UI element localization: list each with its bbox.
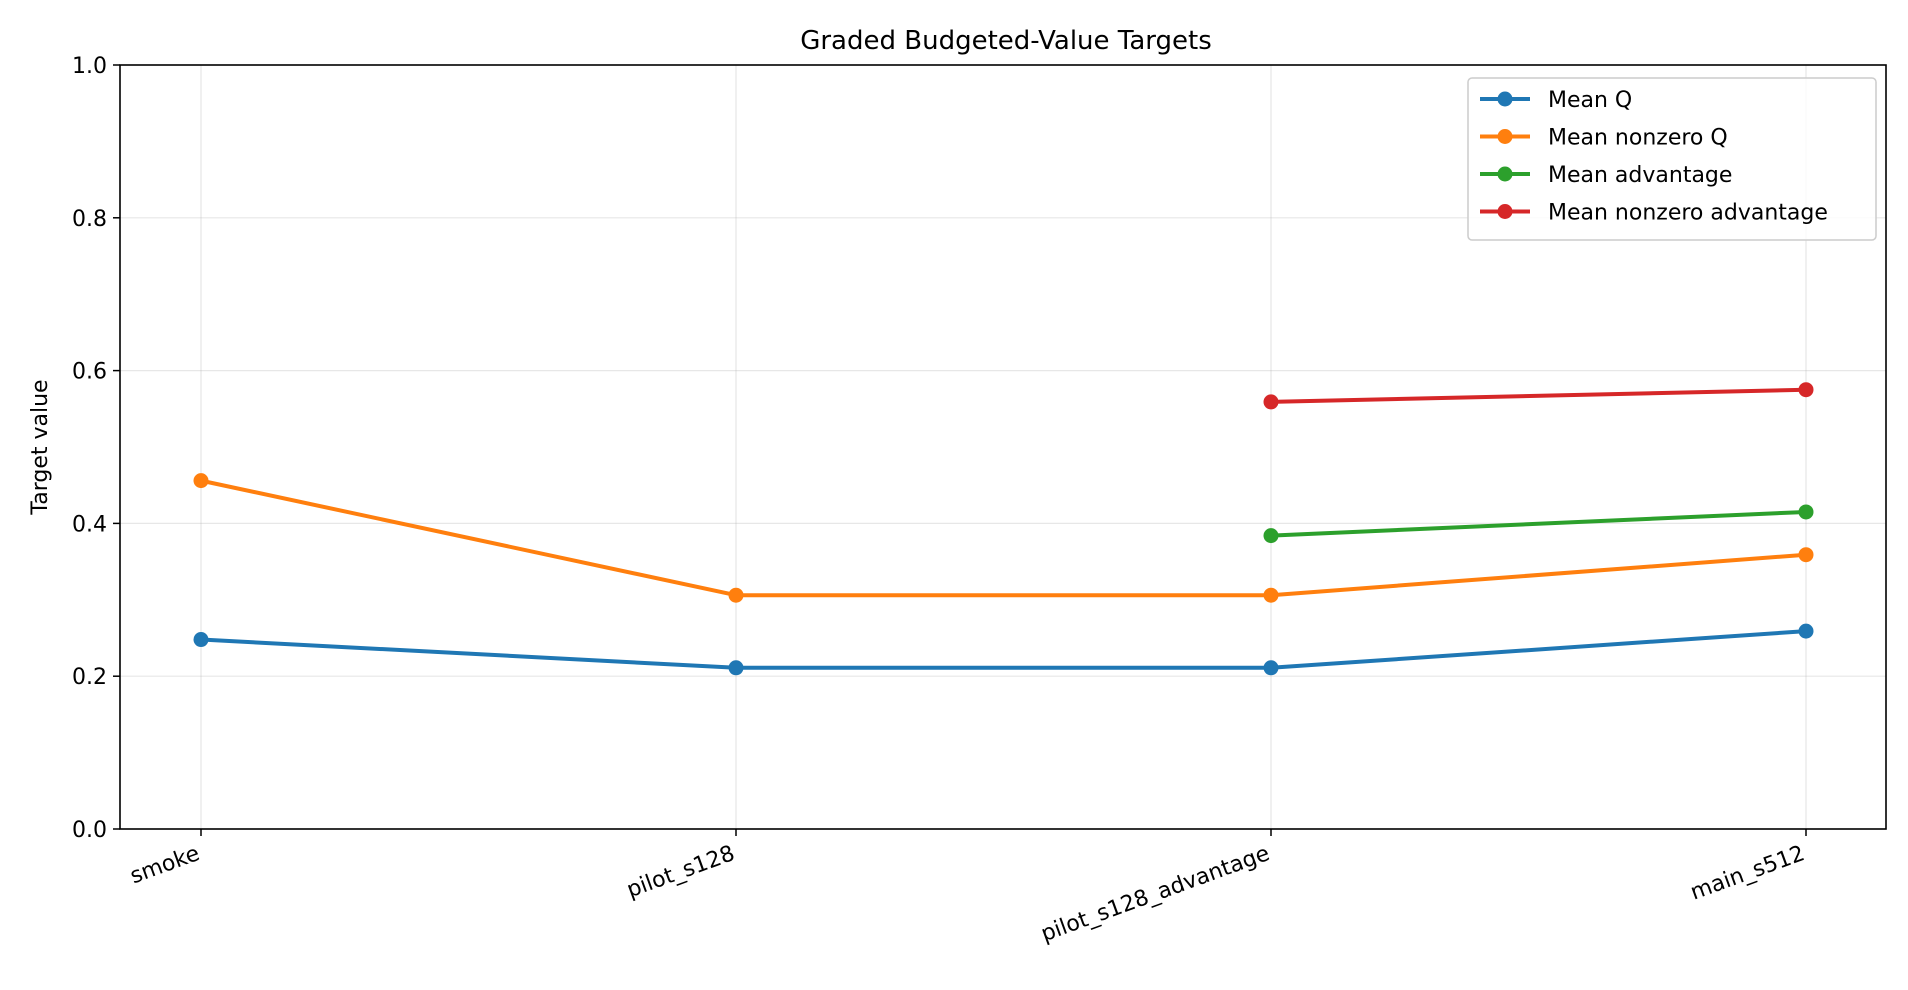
legend-swatch-marker [1497,204,1513,219]
x-tick-label: pilot_s128_advantage [1038,841,1273,947]
data-point [193,632,209,648]
y-tick-label: 0.2 [72,665,107,690]
data-point [1798,623,1814,639]
legend-entry: Mean nonzero advantage [1548,201,1828,226]
y-tick-label: 0.6 [72,360,107,385]
series-2 [1263,504,1814,544]
series-line [1270,509,1807,538]
y-tick-label: 0.8 [72,207,107,232]
legend-entry: Mean advantage [1548,163,1732,188]
chart-title: Graded Budgeted-Value Targets [800,26,1212,56]
plot-frame [119,64,1887,830]
series-0 [193,623,1814,676]
series-line [200,478,1807,598]
y-tick-label: 1.0 [72,54,107,79]
series-line [1270,387,1807,404]
legend-entry: Mean Q [1548,88,1632,113]
x-tick-label: main_s512 [1687,841,1808,905]
data-point [1798,504,1814,520]
x-tick-label: pilot_s128 [624,841,738,903]
legend-swatch-marker [1497,91,1513,107]
legend-box [1467,77,1877,241]
series-line [200,629,1807,670]
series-1 [193,473,1814,603]
data-point [1263,394,1279,410]
data-point [1263,528,1279,544]
legend: Mean Q Mean nonzero Q Mean advantage Mean n… [1467,77,1877,241]
legend-swatch-marker [1497,129,1513,144]
series-layer [193,382,1814,676]
y-tick-label: 0.0 [72,818,107,843]
data-point [1798,547,1814,563]
data-point [1263,587,1279,603]
legend-swatch-marker [1497,166,1513,182]
y-tick-label: 0.4 [72,512,107,537]
data-point [1798,382,1814,398]
legend-entry: Mean nonzero Q [1548,126,1728,151]
data-point [728,587,744,603]
data-point [728,660,744,676]
y-axis-label: Target value [28,379,53,515]
data-point [1263,660,1279,676]
x-tick-label: smoke [127,841,203,889]
series-3 [1263,382,1814,410]
data-point [193,473,209,489]
